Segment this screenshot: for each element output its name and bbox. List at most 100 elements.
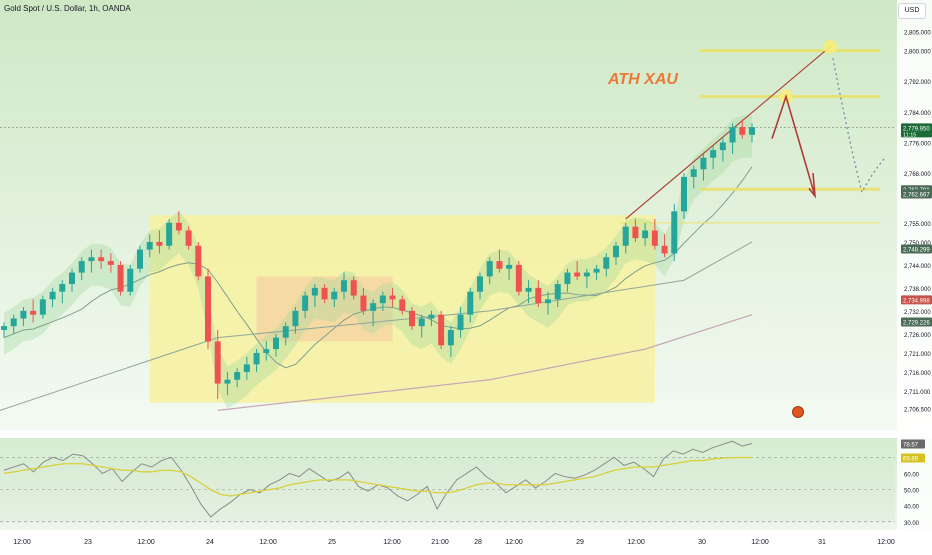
price-tick-label: 2,711.000	[904, 390, 931, 396]
candle-body	[535, 287, 542, 304]
candle-body	[447, 329, 454, 346]
time-tick-label: 28	[474, 539, 482, 546]
candle-body	[117, 264, 124, 292]
candle-body	[506, 264, 513, 269]
candle-body	[39, 299, 46, 315]
time-tick-label: 23	[84, 539, 92, 546]
time-tick-label: 12:00	[383, 539, 401, 546]
candle-body	[88, 257, 95, 262]
candle-body	[175, 222, 182, 231]
candle-body	[651, 230, 658, 246]
candle-body	[166, 222, 173, 246]
price-badge-label: 2,734.998	[903, 298, 930, 304]
price-tick-label: 2,768.000	[904, 172, 931, 178]
candle-body	[700, 157, 707, 170]
rsi-axis-background	[897, 438, 932, 530]
candle-body	[360, 295, 367, 311]
forecast-arrowhead	[808, 173, 817, 199]
candle-body	[457, 314, 464, 330]
price-badge	[901, 295, 932, 305]
candle-body	[399, 299, 406, 311]
rsi-tick-label: 50.00	[904, 489, 920, 495]
candle-body	[263, 349, 270, 353]
candle-body	[78, 261, 85, 273]
price-tick-label: 2,726.000	[904, 333, 931, 339]
candle-body	[438, 314, 445, 346]
candle-body	[428, 314, 435, 319]
forecast-arrow	[771, 93, 816, 197]
candle-body	[69, 272, 75, 285]
time-tick-label: 12:00	[505, 539, 523, 546]
rsi-badge	[901, 439, 925, 449]
candle-body	[331, 291, 338, 300]
candle-body	[496, 261, 503, 269]
price-tick-label: 2,706.500	[904, 407, 931, 413]
rsi-tick-label: 30.00	[904, 521, 920, 527]
candle-body	[661, 245, 668, 254]
currency-button[interactable]: USD	[898, 3, 926, 19]
price-tick-label: 2,805.000	[904, 30, 931, 36]
candle-body	[59, 284, 66, 292]
time-tick-label: 12:00	[877, 539, 895, 546]
rsi-badge-label: 78.57	[903, 443, 919, 449]
tradingview-logo[interactable]	[792, 406, 804, 418]
envelope-fill	[4, 115, 752, 409]
candle-body	[224, 379, 231, 384]
rsi-badge	[901, 453, 925, 463]
price-tick-label: 2,716.000	[904, 371, 931, 377]
candle-body	[681, 176, 687, 212]
candle-body	[185, 230, 192, 246]
rsi-tick-label: 40.00	[904, 505, 920, 511]
candle-body	[515, 264, 522, 292]
candle-body	[214, 341, 221, 384]
candle-body	[467, 291, 474, 315]
price-badge	[901, 123, 932, 138]
time-tick-label: 12:00	[259, 539, 277, 546]
price-badge-label: 2,729.226	[903, 320, 930, 326]
candle-body	[690, 169, 697, 177]
candle-body	[49, 291, 56, 300]
candle-body	[243, 364, 250, 373]
candle-body	[632, 226, 639, 239]
rsi-band	[0, 457, 895, 522]
candle-body	[370, 303, 377, 311]
candle-body	[379, 295, 386, 304]
candle-body	[729, 127, 736, 143]
ath-annotation: ATH XAU	[607, 71, 678, 88]
price-tick-label: 2,776.000	[904, 141, 931, 147]
time-axis-background	[0, 530, 932, 550]
candle-body	[739, 127, 746, 135]
price-tick-label: 2,750.000	[904, 241, 931, 247]
candle-body	[671, 211, 678, 254]
time-tick-label: 30	[698, 539, 706, 546]
candle-body	[642, 230, 649, 239]
candle-body	[613, 245, 619, 258]
candle-body	[137, 249, 143, 269]
candle-body	[583, 272, 590, 277]
candle-body	[156, 241, 163, 246]
price-badge-label: 2,779.950	[903, 126, 930, 132]
price-badge	[901, 189, 932, 199]
candle-body	[253, 352, 260, 365]
time-tick-label: 31	[818, 539, 826, 546]
time-tick-label: 12:00	[751, 539, 769, 546]
candle-body	[292, 310, 299, 327]
ath-marker	[823, 39, 837, 54]
candle-body	[234, 372, 241, 380]
candle-body	[545, 299, 551, 304]
candle-body	[593, 268, 600, 273]
candle-body	[749, 127, 755, 135]
candle-body	[389, 295, 396, 300]
candle-body	[273, 337, 279, 350]
candle-body	[719, 142, 726, 151]
rsi-badge-label: 69.89	[903, 457, 919, 463]
trendline	[625, 46, 831, 220]
price-badge-time: 11:15	[903, 132, 916, 138]
candle-body	[564, 272, 571, 285]
time-tick-label: 12:00	[137, 539, 155, 546]
candle-body	[341, 280, 347, 292]
candle-body	[205, 276, 211, 342]
price-tick-label: 2,738.000	[904, 287, 931, 293]
candle-body	[107, 261, 114, 265]
